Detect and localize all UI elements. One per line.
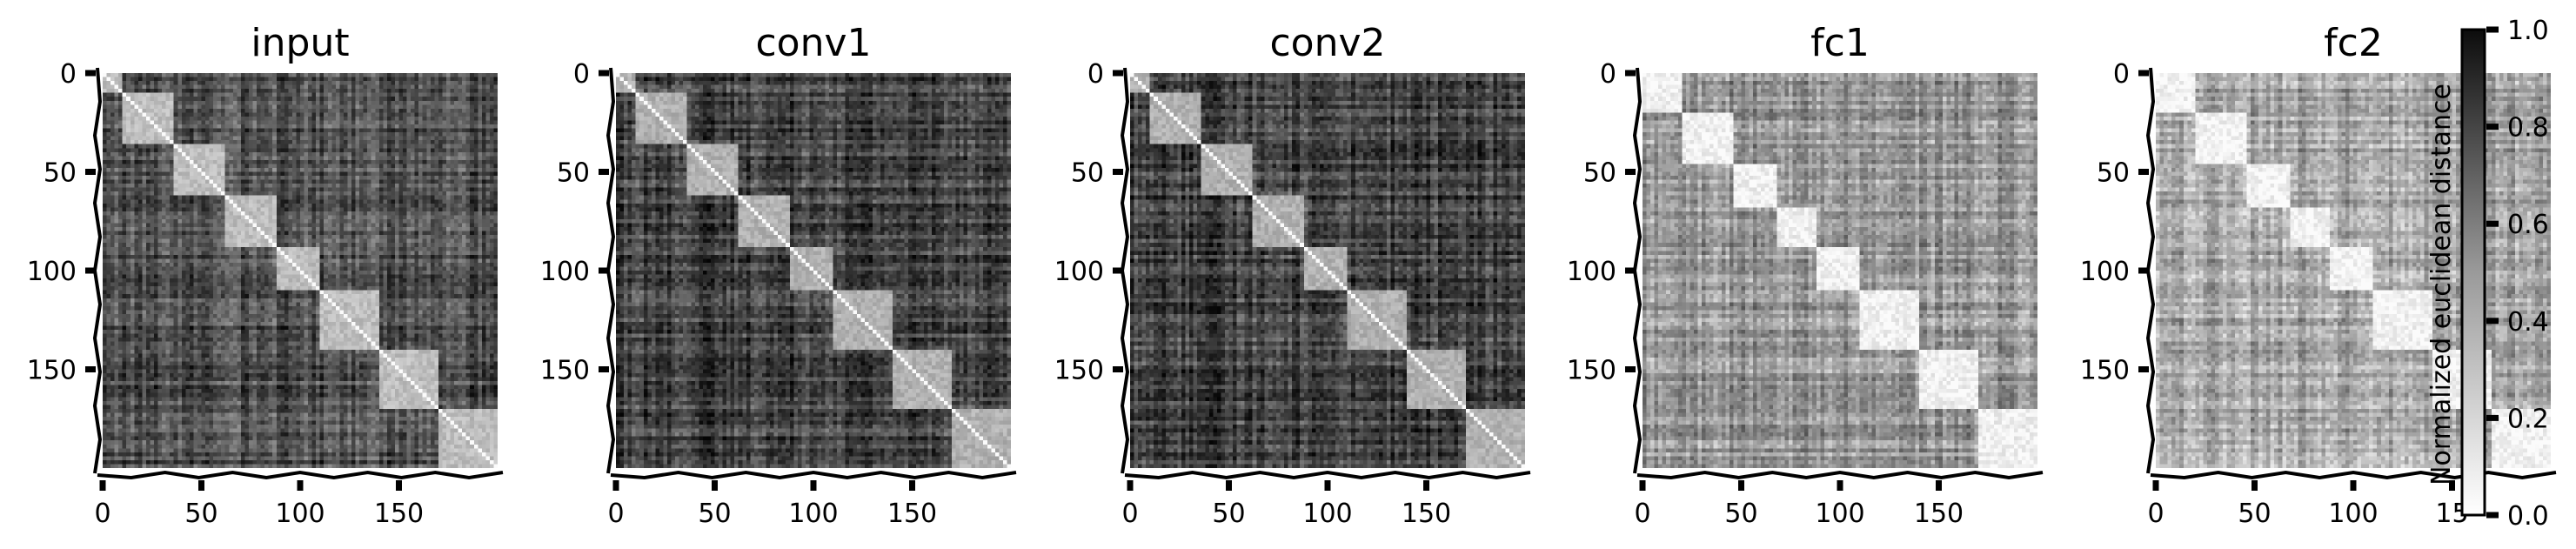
colorbar-tick-label: 0.4 xyxy=(2507,307,2549,338)
colorbar: 0.0 0.2 0.4 0.6 0.8 1.0 Normalized euclidean d… xyxy=(2426,16,2549,532)
y-tick-label: 150 xyxy=(27,356,77,386)
colorbar-tick-label: 0.2 xyxy=(2507,404,2549,434)
x-tick-label: 50 xyxy=(698,499,731,529)
y-tick-label: 100 xyxy=(27,257,77,287)
y-tick-label: 0 xyxy=(1087,59,1104,90)
x-tick-label: 0 xyxy=(2147,499,2164,529)
colorbar-label: Normalized euclidean distance xyxy=(2426,84,2457,485)
x-axis-spine xyxy=(2150,470,2557,480)
x-tick-label: 50 xyxy=(1724,499,1757,529)
y-tick-label: 0 xyxy=(573,59,590,90)
y-tick-label: 150 xyxy=(2080,356,2130,386)
heatmap-panels: input 0 50 100 150 0 50 100 150 conv1 0 50 100 150 0 50… xyxy=(27,21,2557,529)
heatmap-image xyxy=(1643,73,2037,468)
y-tick-label: 50 xyxy=(1583,158,1616,189)
x-tick-label: 100 xyxy=(1815,499,1864,529)
x-tick-label: 0 xyxy=(607,499,624,529)
y-tick-label: 150 xyxy=(1054,356,1104,386)
y-tick-label: 100 xyxy=(540,257,590,287)
x-tick-label: 100 xyxy=(1302,499,1352,529)
panel-input: input 0 50 100 150 0 50 100 150 xyxy=(27,21,504,529)
x-axis-spine xyxy=(1636,470,2044,480)
x-tick-label: 0 xyxy=(94,499,110,529)
y-tick-label: 50 xyxy=(1071,158,1104,189)
heatmap-image xyxy=(2156,73,2551,468)
panel-conv2: conv2 0 50 100 150 0 50 100 150 xyxy=(1054,21,1531,529)
y-tick-label: 50 xyxy=(557,158,590,189)
x-axis-spine xyxy=(1124,470,1531,480)
y-tick-label: 100 xyxy=(2080,257,2130,287)
panel-conv1: conv1 0 50 100 150 0 50 100 150 xyxy=(540,21,1017,529)
heatmap-image xyxy=(1130,73,1525,468)
panel-title: input xyxy=(251,21,349,65)
x-tick-label: 0 xyxy=(1634,499,1650,529)
x-tick-label: 150 xyxy=(374,499,424,529)
x-tick-label: 150 xyxy=(887,499,937,529)
x-tick-label: 100 xyxy=(275,499,325,529)
panel-title: conv2 xyxy=(1269,21,1385,65)
x-tick-label: 150 xyxy=(1402,499,1451,529)
panel-title: fc2 xyxy=(2324,21,2383,65)
x-tick-label: 50 xyxy=(1212,499,1245,529)
x-axis-spine xyxy=(610,470,1017,480)
colorbar-gradient xyxy=(2460,28,2486,517)
y-tick-label: 50 xyxy=(2097,158,2130,189)
y-tick-label: 0 xyxy=(1600,59,1616,90)
heatmap-image xyxy=(616,73,1011,468)
colorbar-tick-label: 1.0 xyxy=(2507,16,2549,46)
x-tick-label: 0 xyxy=(1121,499,1138,529)
y-tick-label: 150 xyxy=(540,356,590,386)
colorbar-tick-label: 0.8 xyxy=(2507,113,2549,144)
panel-title: conv1 xyxy=(755,21,871,65)
panel-title: fc1 xyxy=(1810,21,1870,65)
y-tick-label: 150 xyxy=(1567,356,1616,386)
x-tick-label: 100 xyxy=(788,499,838,529)
x-axis-spine xyxy=(97,470,504,480)
x-tick-label: 100 xyxy=(2328,499,2378,529)
heatmap-image xyxy=(103,73,498,468)
panel-fc1: fc1 0 50 100 150 0 50 100 150 xyxy=(1567,21,2044,529)
x-tick-label: 50 xyxy=(184,499,217,529)
y-tick-label: 0 xyxy=(2113,59,2130,90)
y-tick-label: 100 xyxy=(1567,257,1616,287)
x-tick-label: 150 xyxy=(1914,499,1964,529)
colorbar-tick-label: 0.0 xyxy=(2507,501,2549,532)
x-tick-label: 50 xyxy=(2238,499,2271,529)
y-tick-label: 50 xyxy=(43,158,77,189)
colorbar-tick-label: 0.6 xyxy=(2507,210,2549,240)
y-tick-label: 0 xyxy=(60,59,77,90)
y-tick-label: 100 xyxy=(1054,257,1104,287)
